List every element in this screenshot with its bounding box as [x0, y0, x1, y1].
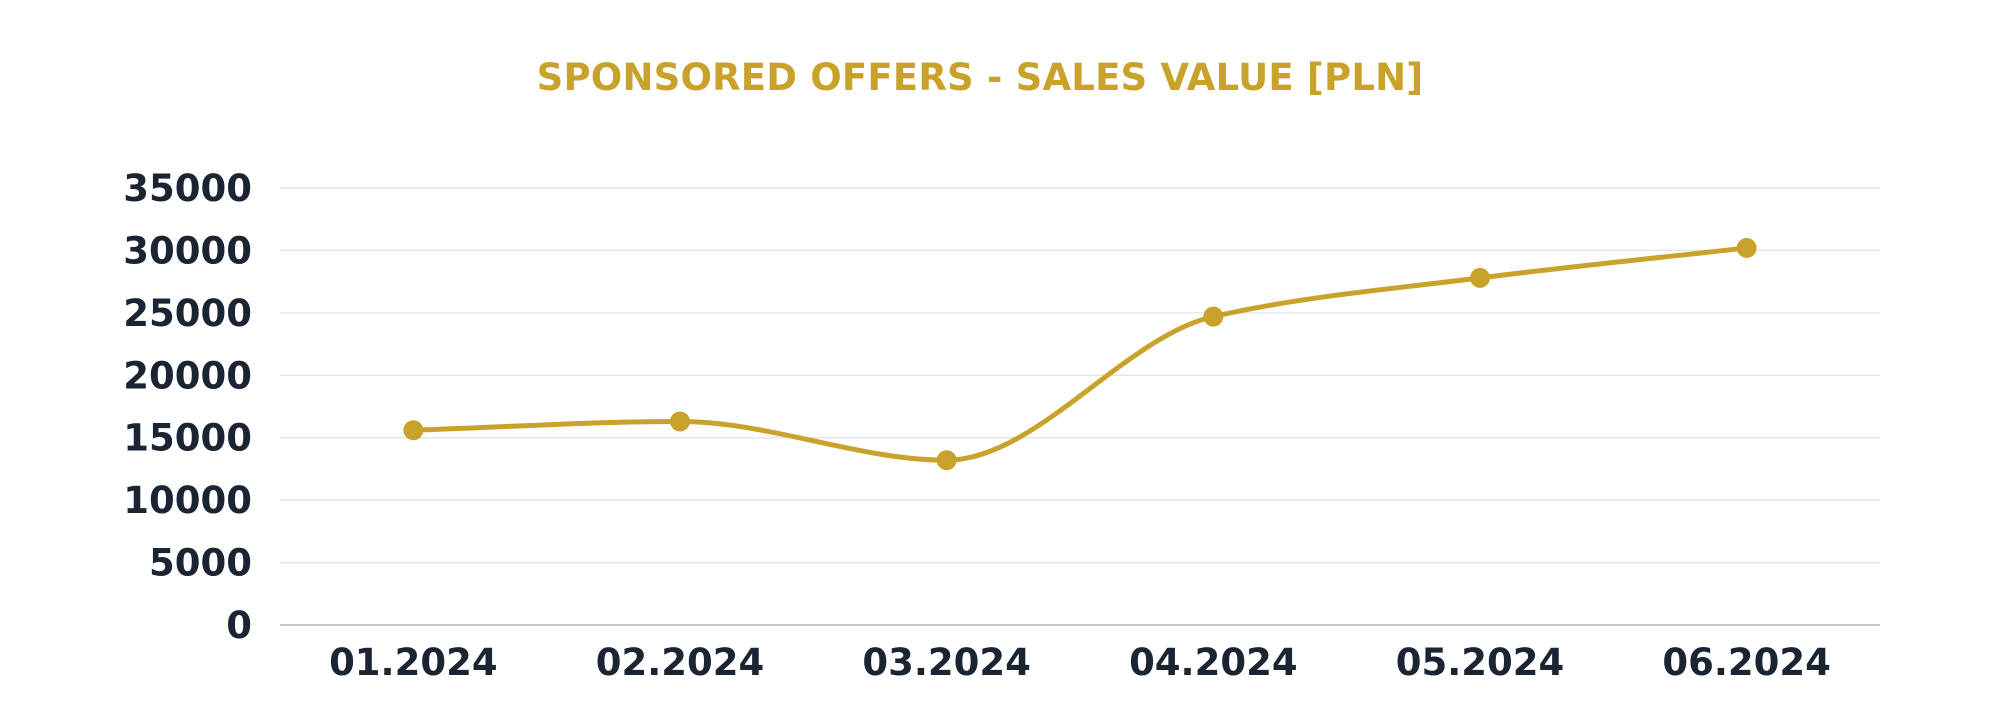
- data-point: [936, 450, 957, 471]
- x-tick-label: 02.2024: [596, 641, 765, 684]
- x-tick-label: 04.2024: [1129, 641, 1298, 684]
- data-point: [1203, 306, 1224, 327]
- y-tick-label: 10000: [123, 479, 252, 522]
- x-tick-label: 06.2024: [1662, 641, 1831, 684]
- y-axis-tick-labels: 0 5000 10000 15000 20000 25000 30000 35000: [123, 167, 252, 647]
- x-tick-label: 01.2024: [329, 641, 498, 684]
- x-axis-tick-labels: 01.2024 02.2024 03.2024 04.2024 05.2024 06.20…: [329, 641, 1831, 684]
- series: [410, 245, 1750, 463]
- data-point: [1736, 237, 1757, 258]
- series-line: [410, 245, 1750, 463]
- data-points: [403, 237, 1757, 471]
- chart-title: SPONSORED OFFERS - SALES VALUE [PLN]: [536, 56, 1424, 99]
- data-point: [1470, 267, 1490, 288]
- y-tick-label: 5000: [149, 542, 252, 585]
- y-tick-label: 25000: [123, 292, 252, 335]
- data-point: [403, 420, 424, 441]
- gridlines: [280, 187, 1880, 564]
- y-tick-label: 20000: [123, 354, 252, 397]
- x-tick-label: 03.2024: [862, 641, 1031, 684]
- y-tick-label: 0: [226, 604, 252, 647]
- y-tick-label: 30000: [123, 229, 252, 272]
- y-tick-label: 15000: [123, 417, 252, 460]
- y-tick-label: 35000: [123, 167, 252, 210]
- x-tick-label: 05.2024: [1396, 641, 1565, 684]
- data-point: [670, 411, 690, 432]
